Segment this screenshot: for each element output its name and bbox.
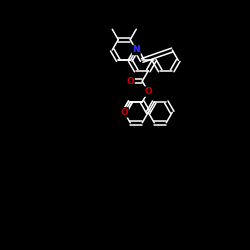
Text: O: O xyxy=(144,87,152,96)
Text: N: N xyxy=(132,46,140,54)
Text: O: O xyxy=(120,108,128,117)
Text: O: O xyxy=(126,77,134,86)
